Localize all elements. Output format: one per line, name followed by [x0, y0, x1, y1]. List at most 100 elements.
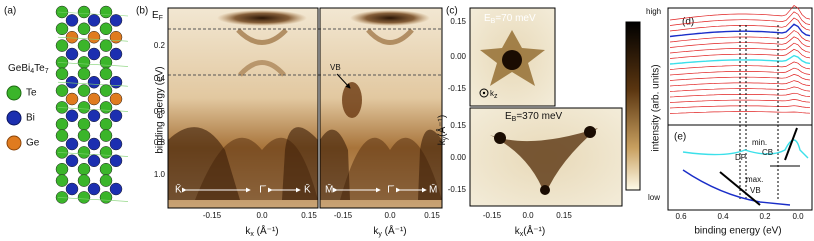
kz-symbol — [482, 91, 486, 95]
atom — [65, 30, 79, 44]
bond — [57, 62, 129, 67]
atom — [87, 154, 101, 168]
legend-label: Bi — [26, 113, 35, 124]
atom — [55, 162, 69, 176]
constant-energy-map — [469, 107, 623, 207]
y-tick-label: 0.6 — [154, 107, 166, 116]
x-tick-label: 0.15 — [424, 211, 440, 220]
atom — [55, 129, 69, 142]
y-tick-label: 1.0 — [154, 170, 166, 179]
atom — [77, 5, 91, 19]
y-tick-label: 0.00 — [450, 52, 466, 61]
atom — [65, 92, 79, 106]
path-label: M̄ — [429, 183, 437, 196]
panel-label: (d) — [682, 17, 694, 28]
annotation: max. — [746, 175, 763, 184]
x-tick-label: -0.15 — [483, 211, 502, 220]
edc-curve — [669, 86, 811, 92]
panel-label: (b) — [136, 6, 148, 17]
arpes-image — [320, 8, 442, 208]
bond — [57, 36, 129, 42]
x-tick-label: 0.6 — [675, 212, 687, 221]
atom — [109, 109, 123, 123]
x-tick-label: 0.0 — [256, 211, 268, 220]
colorbar — [625, 21, 641, 191]
path-label: K̄ — [304, 183, 311, 196]
atom — [99, 174, 113, 187]
atom — [77, 174, 91, 187]
y-tick-label: 0.15 — [450, 121, 466, 130]
atom — [55, 22, 69, 36]
edc-curve — [669, 54, 811, 65]
panel-label: (a) — [4, 6, 16, 17]
panel-label: (c) — [446, 6, 458, 17]
edc-curve — [669, 5, 811, 21]
atom — [109, 137, 123, 151]
edc-curve — [669, 30, 811, 43]
atom — [87, 47, 101, 61]
atom — [65, 14, 79, 27]
x-tick-label: -0.15 — [334, 211, 353, 220]
formula: GeBi4Te7 — [8, 63, 49, 75]
arrow — [336, 73, 351, 89]
legend-marker — [6, 85, 22, 101]
atom — [87, 109, 101, 123]
x-tick-label: -0.15 — [203, 211, 222, 220]
arpes-image — [168, 8, 318, 208]
atom — [65, 109, 79, 123]
energy-label: EB=70 meV — [484, 13, 536, 25]
edc-curve — [669, 23, 811, 38]
annotation: kz — [490, 89, 498, 100]
atom — [109, 92, 123, 106]
path-label: K̄ — [175, 183, 182, 196]
atom — [99, 191, 113, 204]
atom — [55, 84, 69, 97]
edc-curve — [669, 67, 811, 76]
atom — [55, 117, 69, 131]
frame — [319, 7, 443, 209]
bond — [57, 81, 129, 87]
atom — [55, 174, 69, 187]
atom — [109, 75, 123, 89]
edc-curve — [669, 99, 811, 103]
constant-energy-map — [469, 7, 556, 107]
y-tick-label: 0.15 — [450, 17, 466, 26]
atom — [55, 39, 69, 52]
atom — [77, 39, 91, 52]
x-tick-label: 0.0 — [384, 211, 396, 220]
atom — [87, 92, 101, 106]
atom — [77, 84, 91, 97]
x-axis-label: ky (Å⁻¹) — [373, 224, 406, 238]
atom — [87, 30, 101, 44]
x-axis-label: kx (Å⁻¹) — [245, 224, 278, 238]
y-axis-label: binding energy (eV) — [155, 66, 166, 153]
atom — [99, 101, 113, 114]
path-label: Γ̄ — [387, 185, 395, 196]
edc-curve — [669, 11, 811, 26]
x-axis-label: kx(Å⁻¹) — [515, 224, 545, 238]
atom — [77, 22, 91, 36]
colorbar-label: low — [648, 193, 660, 202]
atom — [99, 67, 113, 81]
atom — [77, 162, 91, 176]
y-tick-label: 0.4 — [154, 74, 166, 83]
frame — [167, 7, 319, 209]
y-axis-label: intensity (arb. units) — [651, 64, 662, 151]
fit-line — [784, 127, 798, 161]
atom — [99, 129, 113, 142]
panel-label: (e) — [674, 132, 686, 143]
edc-curve — [669, 42, 811, 54]
atom — [65, 137, 79, 151]
annotation: VB — [330, 63, 341, 72]
kz-symbol — [479, 88, 489, 98]
atom — [99, 39, 113, 52]
x-tick-label: 0.0 — [522, 211, 534, 220]
atom — [77, 67, 91, 81]
atom — [109, 14, 123, 27]
x-tick-label: 0.15 — [556, 211, 572, 220]
atom — [99, 56, 113, 69]
atom — [65, 47, 79, 61]
atom — [65, 154, 79, 168]
atom — [65, 182, 79, 196]
